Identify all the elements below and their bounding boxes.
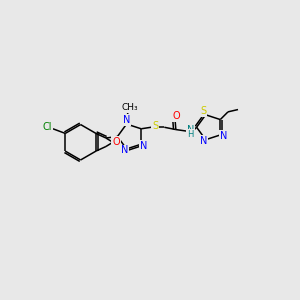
Text: S: S	[152, 122, 158, 131]
Text: S: S	[200, 106, 206, 116]
Text: N: N	[121, 146, 128, 155]
Text: N: N	[200, 136, 207, 146]
Text: N: N	[140, 141, 147, 151]
Text: O: O	[173, 111, 180, 121]
Text: N: N	[220, 131, 227, 141]
Text: N: N	[187, 124, 194, 135]
Text: Cl: Cl	[43, 122, 52, 132]
Text: O: O	[112, 137, 120, 147]
Text: CH₃: CH₃	[121, 103, 138, 112]
Text: H: H	[187, 130, 194, 139]
Text: N: N	[123, 115, 130, 125]
